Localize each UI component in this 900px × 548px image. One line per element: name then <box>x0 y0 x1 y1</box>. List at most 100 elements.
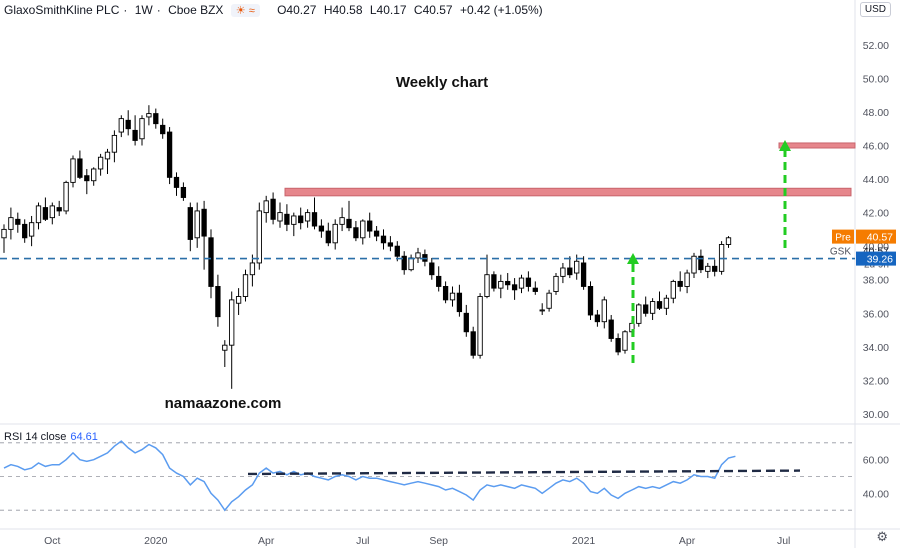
candle-body <box>360 220 366 239</box>
chart-overlays: Weekly chart namaazone.com <box>0 74 855 412</box>
candle-body <box>567 267 573 276</box>
candle-body <box>705 265 711 272</box>
candle-body <box>84 175 90 182</box>
candle-body <box>491 274 497 289</box>
candle-body <box>325 230 331 244</box>
gear-icon[interactable]: ⚙ <box>876 529 888 544</box>
candle-body <box>691 255 697 274</box>
candle-body <box>311 212 318 227</box>
candle-body <box>643 304 649 314</box>
candle-body <box>636 304 642 324</box>
candle-body <box>77 158 83 178</box>
candle-body <box>546 292 552 309</box>
watermark-text: namaazone.com <box>165 395 282 412</box>
open-value: O40.27 <box>277 3 317 17</box>
candle-body <box>484 274 490 297</box>
candle-body <box>256 210 262 264</box>
candle-body <box>560 267 566 277</box>
candle-body <box>408 257 414 271</box>
currency-button[interactable]: USD <box>859 2 891 17</box>
symbol-header[interactable]: GlaxoSmithKline PLC · 1W · Cboe BZX ☀ ≈ O4… <box>4 3 543 17</box>
candle-body <box>346 218 352 229</box>
candle-body <box>187 207 193 240</box>
candle-body <box>539 309 545 312</box>
rsi-trendline <box>247 469 801 476</box>
y-tick-label: 38.00 <box>863 275 889 287</box>
y-tick-label: 44.00 <box>863 174 889 186</box>
resistance-zone <box>778 142 856 149</box>
candle-body <box>580 262 587 287</box>
candle-body <box>594 314 601 323</box>
candle-body <box>663 297 670 309</box>
candle-body <box>291 215 297 225</box>
candle-body <box>436 275 442 287</box>
x-tick-label: Oct <box>44 535 60 547</box>
candle-body <box>97 156 104 170</box>
candle-body <box>449 292 456 301</box>
candle-body <box>656 301 663 309</box>
y-tick-label: 46.00 <box>863 140 889 152</box>
candle-body <box>367 220 373 232</box>
rsi-pane[interactable] <box>0 440 855 512</box>
resistance-zones <box>284 142 856 197</box>
axes: 30.00 32.00 34.00 36.00 38.00 40.00 42.00 44.00… <box>44 40 896 547</box>
x-tick-label: Jul <box>777 535 790 547</box>
pre-tag-bg <box>832 229 854 244</box>
candle-body <box>608 319 614 339</box>
y-tick-label: 36.00 <box>863 308 889 320</box>
candle-body <box>284 213 290 225</box>
events-icon[interactable]: ☀ ≈ <box>230 4 260 17</box>
candle-body <box>180 186 187 198</box>
candle-body <box>670 280 676 299</box>
candle-body <box>104 151 111 160</box>
candle-body <box>373 230 380 237</box>
candle-body <box>1 228 7 239</box>
candle-body <box>270 198 276 220</box>
candlestick-series <box>1 105 732 389</box>
candle-body <box>160 124 166 135</box>
candle-body <box>91 168 97 182</box>
candle-body <box>15 218 21 225</box>
x-tick-label: Apr <box>258 535 275 547</box>
candle-body <box>712 265 718 272</box>
close-value: C40.57 <box>413 3 453 17</box>
candle-body <box>70 158 76 183</box>
y-tick-label: 32.00 <box>863 375 889 387</box>
candle-body <box>139 118 145 140</box>
x-tick-label: Sep <box>429 535 448 547</box>
candle-body <box>42 207 49 220</box>
exchange: Cboe BZX <box>168 3 224 17</box>
interval[interactable]: 1W <box>134 3 153 17</box>
candle-body <box>387 242 394 247</box>
y-tick-label: 50.00 <box>863 73 889 85</box>
rsi-tick-label: 40.00 <box>863 488 889 500</box>
candle-body <box>194 210 200 239</box>
candle-body <box>222 344 228 351</box>
chart-note: Weekly chart <box>396 74 488 91</box>
rsi-legend[interactable]: RSI 14 close 64.61 <box>4 431 98 443</box>
x-tick-label: 2021 <box>572 535 596 547</box>
candle-body <box>318 225 325 232</box>
pre-value: 40.57 <box>867 232 893 244</box>
pre-value-bg <box>856 229 896 244</box>
ticker-label: GSK <box>830 247 851 258</box>
symbol-name[interactable]: GlaxoSmithKline PLC <box>4 3 120 17</box>
rsi-legend-label: RSI 14 close <box>4 431 67 443</box>
y-tick-label: 40.00 <box>863 241 889 253</box>
y-tick-label: 48.00 <box>863 107 889 119</box>
candle-body <box>498 280 504 289</box>
rsi-legend-value: 64.61 <box>70 431 98 443</box>
candle-body <box>587 286 594 316</box>
candle-body <box>553 275 559 292</box>
candle-body <box>353 227 359 239</box>
candle-body <box>511 284 518 291</box>
candle-body <box>574 260 580 274</box>
candle-body <box>332 223 338 244</box>
candle-body <box>615 338 621 353</box>
y-tick-label: 52.00 <box>863 40 889 52</box>
candle-body <box>622 331 628 351</box>
pre-tag-label: Pre <box>835 233 851 244</box>
rsi-tick-label: 60.00 <box>863 455 889 467</box>
